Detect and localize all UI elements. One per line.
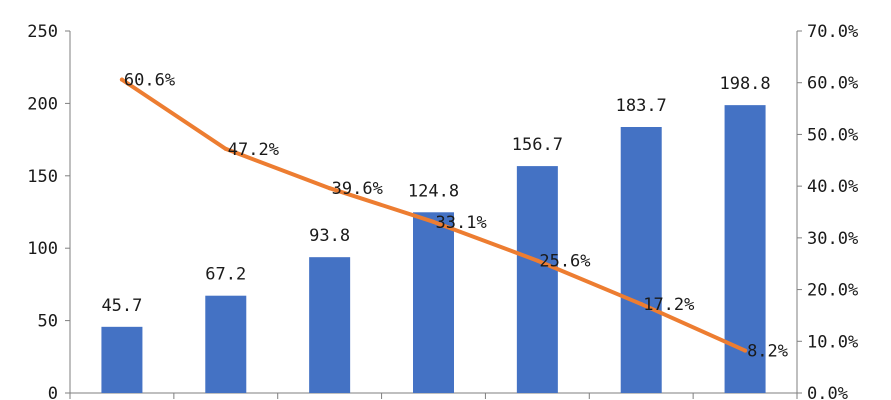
bar-value-label: 124.8 (408, 181, 459, 201)
right-tick-label: 60.0% (807, 74, 858, 94)
line-point (327, 186, 332, 191)
bar (413, 212, 454, 393)
bar-value-label: 45.7 (101, 296, 142, 316)
left-tick-label: 150 (27, 167, 58, 187)
right-tick-label: 30.0% (807, 229, 858, 249)
bar-value-label: 156.7 (512, 135, 563, 155)
left-tick-label: 250 (27, 22, 58, 42)
line-value-label: 60.6% (124, 71, 175, 91)
data-labels: 45.7 67.2 93.8 124.8 156.7 183.7 198.8 60.6% 47.… (101, 71, 788, 362)
line-value-label: 33.1% (436, 213, 487, 233)
line-value-label: 17.2% (643, 295, 694, 315)
right-tick-label: 0.0% (807, 384, 848, 400)
line-value-label: 8.2% (747, 342, 788, 362)
line-point (431, 219, 436, 224)
line-point (119, 77, 124, 82)
right-tick-label: 20.0% (807, 281, 858, 301)
bar (101, 326, 143, 393)
bar-value-label: 183.7 (616, 96, 667, 116)
line-value-label: 39.6% (332, 179, 383, 199)
line-point (743, 348, 748, 353)
bar-value-label: 93.8 (309, 226, 350, 246)
bar (205, 295, 247, 393)
line-value-label: 47.2% (228, 140, 279, 160)
left-tick-label: 200 (27, 94, 58, 114)
bar-value-label: 198.8 (719, 74, 770, 94)
left-tick-label: 50 (38, 312, 58, 332)
line-value-label: 25.6% (539, 252, 590, 272)
right-tick-label: 10.0% (807, 332, 858, 352)
line-point (639, 302, 644, 307)
line-point (535, 258, 540, 263)
line-series (119, 77, 748, 353)
line-point (223, 146, 228, 151)
right-tick-label: 40.0% (807, 177, 858, 197)
axes: 0 50 100 150 200 250 0.0% 10.0% 20.0% 30.0% 40.0% 5… (27, 22, 858, 400)
right-tick-label: 70.0% (807, 22, 858, 42)
bar-value-label: 67.2 (205, 265, 246, 285)
left-tick-label: 0 (48, 384, 58, 400)
left-tick-label: 100 (27, 239, 58, 259)
bar-series (101, 105, 766, 393)
bar (309, 257, 351, 393)
bar (620, 127, 662, 393)
bar (516, 166, 558, 393)
right-tick-label: 50.0% (807, 125, 858, 145)
